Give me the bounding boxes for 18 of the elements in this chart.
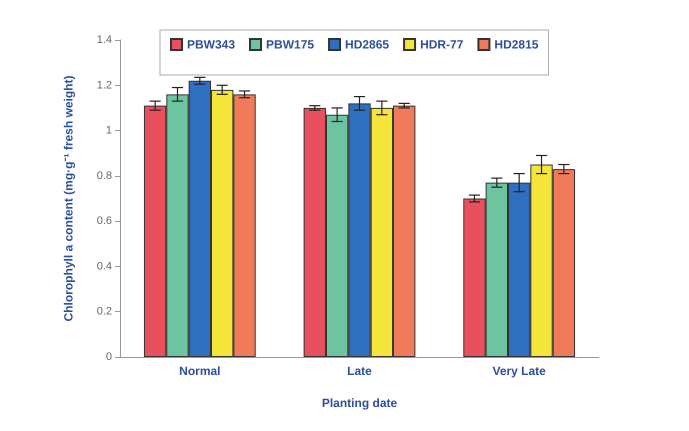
y-tick-label: 0.4: [96, 260, 112, 272]
y-tick-label: 0.6: [96, 215, 112, 228]
y-tick-label: 1: [106, 124, 112, 137]
y-tick-label: 1.2: [96, 79, 112, 92]
legend-label: HDR-77: [420, 38, 464, 52]
legend-label: HD2815: [494, 38, 539, 52]
legend-label: PBW343: [187, 38, 236, 52]
y-tick-label: 0: [106, 351, 112, 363]
x-tick-label: Late: [347, 364, 372, 378]
x-tick-label: Normal: [179, 364, 221, 378]
x-axis-title: Planting date: [322, 396, 398, 410]
x-tick-label: Very Late: [492, 364, 546, 378]
legend-label: PBW175: [266, 38, 314, 52]
y-tick-label: 0.2: [96, 306, 112, 318]
legend-label: HD2865: [345, 38, 390, 52]
y-tick-label: 0.8: [96, 170, 112, 182]
y-axis-title: Chlorophyll a content (mg·g⁻¹ fresh weight): [62, 76, 76, 322]
y-tick-label: 1.4: [96, 34, 112, 46]
